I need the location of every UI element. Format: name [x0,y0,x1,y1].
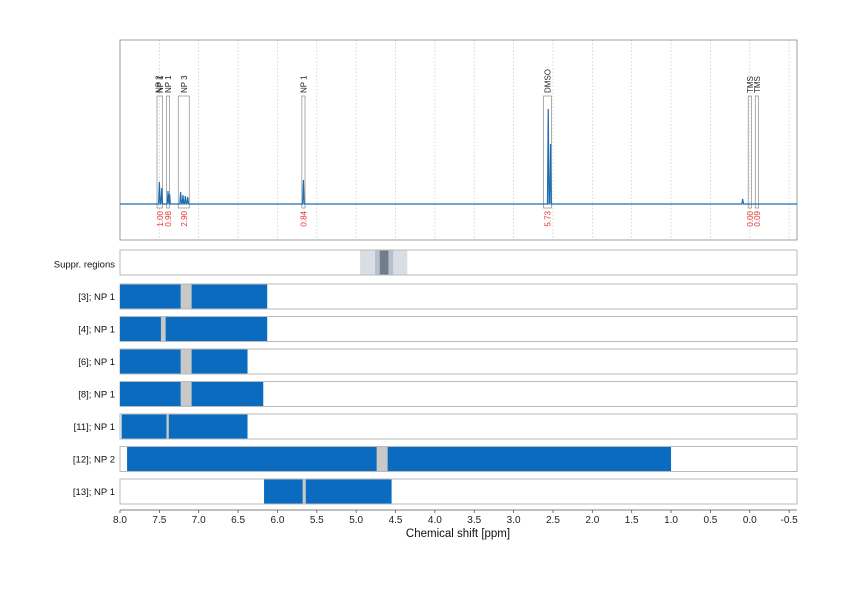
x-tick-label: 5.5 [310,515,324,526]
suppression-row-frame [119,249,798,276]
integral-label: 5.73 [543,210,552,226]
range-gap [166,414,169,439]
suppression-row: Suppr. regions [54,249,798,276]
peak-label: NP 1 [156,75,165,93]
x-tick-label: 6.0 [270,515,284,526]
peak-annotation-box [754,95,759,209]
peak-label: NP 1 [164,75,173,93]
integral-label: 2.90 [180,210,189,226]
x-axis-title: Chemical shift [ppm] [406,528,510,540]
range-bar [264,479,392,504]
x-tick-label: 0.5 [703,515,717,526]
range-row-label: [4]; NP 1 [78,325,115,336]
range-row-label: [12]; NP 2 [73,455,115,466]
range-row-label: [8]; NP 1 [78,390,115,401]
x-tick-label: 4.0 [428,515,442,526]
peak-label: TMS [753,76,762,93]
x-tick-label: 1.5 [625,515,639,526]
peak-label: TMS [746,76,755,93]
spectrum-frame [119,39,798,241]
range-bar [120,284,268,309]
x-tick-label: 1.0 [664,515,678,526]
range-row-frame [119,478,798,505]
x-tick-label: 0.0 [743,515,757,526]
x-tick-label: 8.0 [113,515,127,526]
range-gap [180,382,192,406]
x-tick-label: 5.0 [349,515,363,526]
range-rows: [3]; NP 1 [4]; NP 1 [6]; NP 1 [8]; NP 1 [11]… [73,283,798,505]
range-bar [121,414,248,439]
x-tick-label: 7.5 [152,515,166,526]
range-gap [376,447,388,471]
integral-label: 0.84 [299,210,308,226]
integral-label: 0.98 [164,210,173,226]
range-bar [120,317,268,341]
x-tick-label: -0.5 [781,515,799,526]
x-tick-label: 7.0 [192,515,206,526]
range-bar [127,447,672,471]
range-gap [180,349,192,374]
peak-label: NP 2 [154,75,163,93]
range-row-label: [3]; NP 1 [78,292,115,303]
integral-label: 0.09 [753,210,762,226]
peak-annotation-box [747,95,752,209]
grid-lines [119,40,790,240]
peak-label: NP 3 [180,75,189,93]
x-tick-label: 4.5 [389,515,403,526]
peak-label: DMSO [543,69,552,93]
integral-label: 1.00 [156,210,165,226]
peak-label: NP 1 [299,75,308,93]
x-tick-label: 6.5 [231,515,245,526]
peak-annotation-box [166,95,170,209]
x-axis: Chemical shift [ppm] 8.0 7.5 7.0 6.5 6.0 5.5 5… [113,509,799,540]
peak-annotation-box [177,95,190,209]
x-tick-label: 3.5 [467,515,481,526]
x-tick-label: 2.0 [585,515,599,526]
suppression-region [379,250,389,275]
suppression-row-label: Suppr. regions [54,260,116,271]
range-row-label: [6]; NP 1 [78,357,115,368]
peak-annotation-box [301,95,306,209]
range-gap [180,284,192,309]
x-tick-label: 2.5 [546,515,560,526]
peak-annotation-box [543,95,552,209]
peak-annotation-box [156,95,163,209]
range-gap [302,479,306,504]
range-gap [160,317,166,341]
spectrum-line [120,108,797,205]
range-row-label: [13]; NP 1 [73,487,115,498]
integral-label: 0.00 [746,210,755,226]
x-tick-label: 3.0 [507,515,521,526]
range-row-label: [11]; NP 1 [74,422,115,433]
